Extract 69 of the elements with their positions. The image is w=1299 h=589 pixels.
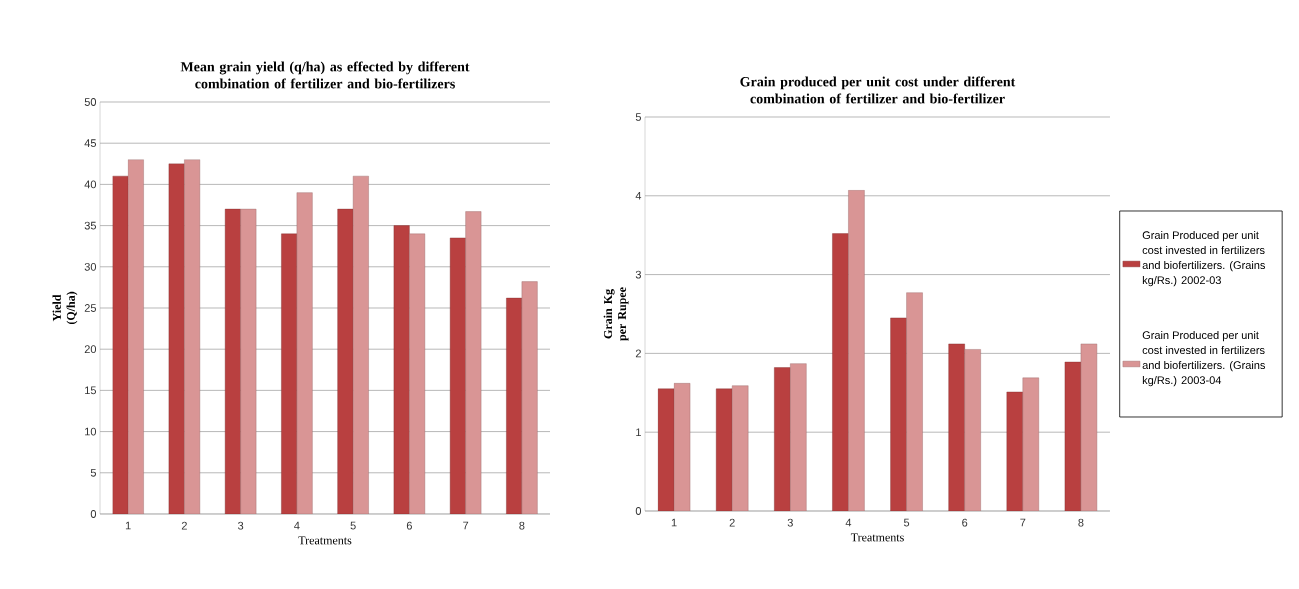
- bar: [393, 225, 410, 514]
- chart-title: Grain produced per unit cost under different combination of fertilizer and bio-fertilizer: [740, 76, 1016, 104]
- y-axis-title: Yield (Q/ha): [52, 291, 78, 325]
- x-tick-label: 1: [671, 518, 677, 527]
- x-tick-label: 8: [1078, 518, 1084, 527]
- y-tick-label: 30: [84, 262, 97, 271]
- y-tick-label: 4: [635, 192, 642, 200]
- x-tick-label: 6: [406, 521, 412, 530]
- x-tick-label: 5: [350, 521, 356, 530]
- x-tick-label: 4: [845, 518, 852, 527]
- bar: [112, 175, 129, 514]
- x-axis-title: Treatments: [850, 533, 904, 542]
- bar: [716, 388, 733, 511]
- y-tick-label: 2: [635, 349, 641, 358]
- bar: [506, 297, 523, 514]
- x-tick-label: 3: [787, 518, 793, 527]
- bar: [337, 208, 354, 514]
- x-tick-label: 7: [463, 521, 469, 530]
- x-axis-title: Treatments: [298, 536, 352, 545]
- bar: [1006, 391, 1024, 511]
- bar: [832, 233, 849, 511]
- legend-label: Grain Produced per unit cost invested in fertilizers and biofertilizers. (Grains kg/Rs.) 2002-03: [1142, 231, 1266, 287]
- x-tick-label: 6: [962, 518, 968, 527]
- bar: [352, 175, 369, 514]
- bar: [281, 233, 298, 514]
- y-tick-label: 10: [85, 427, 97, 436]
- x-tick-label: 3: [238, 521, 244, 530]
- y-tick-label: 35: [84, 221, 97, 230]
- x-tick-label: 4: [294, 521, 300, 530]
- bar: [224, 208, 241, 514]
- y-tick-label: 1: [636, 428, 641, 436]
- y-tick-label: 0: [635, 507, 642, 515]
- y-tick-label: 3: [635, 270, 641, 279]
- y-tick-label: 50: [84, 98, 97, 106]
- bar: [848, 190, 865, 511]
- bar: [1022, 377, 1039, 511]
- x-tick-label: 2: [181, 521, 187, 530]
- bar: [790, 363, 807, 511]
- y-tick-label: 0: [90, 510, 97, 518]
- y-tick-label: 45: [84, 139, 97, 148]
- bar: [774, 367, 791, 511]
- x-tick-label: 2: [729, 518, 735, 527]
- y-tick-label: 40: [84, 180, 97, 189]
- y-tick-label: 20: [84, 345, 97, 354]
- bar: [127, 159, 144, 514]
- bar: [240, 208, 257, 514]
- bar: [296, 192, 313, 514]
- x-tick-label: 7: [1020, 518, 1026, 527]
- x-tick-label: 8: [519, 521, 525, 530]
- bar: [409, 233, 426, 514]
- x-tick-label: 1: [125, 521, 131, 530]
- legend-label: Grain Produced per unit cost invested in fertilizers and biofertilizers. (Grains kg/Rs.) 2003-04: [1142, 330, 1266, 387]
- x-tick-label: 5: [903, 518, 910, 527]
- chart-title: Mean grain yield (q/ha) as effected by different combination of fertilizer and bio-fertilizers: [180, 61, 470, 89]
- bar: [168, 163, 185, 514]
- y-tick-label: 5: [90, 468, 97, 477]
- bar: [184, 159, 201, 514]
- bar: [890, 317, 907, 511]
- bar: [964, 349, 981, 511]
- bar: [906, 292, 923, 511]
- bar: [731, 385, 749, 511]
- bar: [948, 343, 965, 511]
- y-tick-label: 5: [635, 113, 641, 121]
- bar: [465, 211, 482, 514]
- y-axis-title: Grain Kg per Rupee: [603, 287, 629, 341]
- y-tick-label: 25: [84, 304, 97, 312]
- bar: [521, 281, 538, 514]
- y-tick-label: 15: [85, 386, 97, 395]
- bar: [449, 237, 466, 514]
